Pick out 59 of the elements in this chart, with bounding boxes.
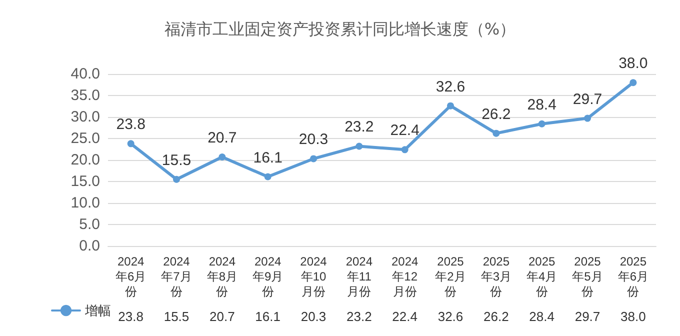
text: 28.4 (527, 96, 556, 114)
y-tick-label: 20.0 (70, 152, 100, 168)
data-label: 26.2 (484, 309, 509, 324)
x-tick-label: 2024年7月份 (161, 254, 192, 298)
point (356, 142, 363, 150)
y-tick-label: 15.0 (70, 173, 100, 190)
x-tick-label: 2024年9月份 (252, 254, 284, 298)
point (264, 173, 272, 180)
data-label: 20.7 (210, 309, 235, 324)
text: 23.8 (116, 116, 146, 134)
y-tick-label: 10.0 (70, 194, 100, 212)
data-label: 23.8 (118, 309, 144, 324)
point (127, 140, 134, 148)
y-tick-label: 40.0 (70, 66, 100, 82)
point (310, 155, 317, 162)
data-label: 32.6 (438, 309, 464, 324)
y-tick-label: 25.0 (70, 130, 100, 147)
text: 20.3 (298, 131, 328, 148)
y-tick-label: 0.0 (79, 238, 100, 254)
text: 22.4 (390, 122, 420, 140)
x-tick-label: 2025年4月份 (526, 254, 558, 298)
point (492, 130, 500, 137)
data-label: 38.0 (620, 309, 646, 324)
y-tick-label: 30.0 (70, 108, 100, 126)
x-tick-label: 2024年8月份 (206, 254, 238, 298)
point (538, 120, 546, 128)
text: 20.7 (208, 129, 237, 146)
text: 16.1 (253, 149, 282, 166)
data-label: 23.2 (346, 309, 372, 324)
x-tick-label: 2024年12月份 (391, 254, 419, 298)
data-label: 29.7 (574, 309, 600, 324)
point (218, 153, 226, 160)
data-label: 16.1 (255, 309, 280, 324)
chart-title: 福清市工业固定资产投资累计同比增长速度（%） (164, 20, 516, 38)
x-tick-label: 2024年11月份 (346, 254, 373, 298)
x-tick-label: 2025年3月份 (480, 254, 512, 298)
data-label: 20.3 (300, 309, 326, 324)
x-tick-label: 2025年5月份 (572, 254, 603, 298)
data-label: 15.5 (164, 309, 190, 324)
text: 32.6 (436, 78, 466, 96)
x-tick-label: 2025年6月份 (618, 254, 649, 298)
point (401, 146, 408, 154)
x-tick-label: 2024年6月份 (115, 254, 146, 298)
x-tick-label: 2024年10月份 (300, 254, 328, 298)
text: 38.0 (618, 55, 648, 72)
point (584, 114, 591, 122)
point (630, 79, 637, 86)
point (173, 176, 180, 183)
point (447, 102, 454, 110)
text: 23.2 (344, 118, 374, 136)
legend-label: 增幅 (84, 303, 111, 318)
text: 26.2 (482, 106, 511, 123)
data-label: 28.4 (529, 309, 554, 324)
y-tick-label: 35.0 (70, 87, 100, 104)
data-label: 22.4 (392, 309, 418, 324)
y-tick-label: 5.0 (79, 216, 100, 233)
text: 15.5 (162, 152, 192, 169)
x-tick-label: 2025年2月份 (435, 254, 466, 298)
text: 29.7 (572, 90, 602, 108)
